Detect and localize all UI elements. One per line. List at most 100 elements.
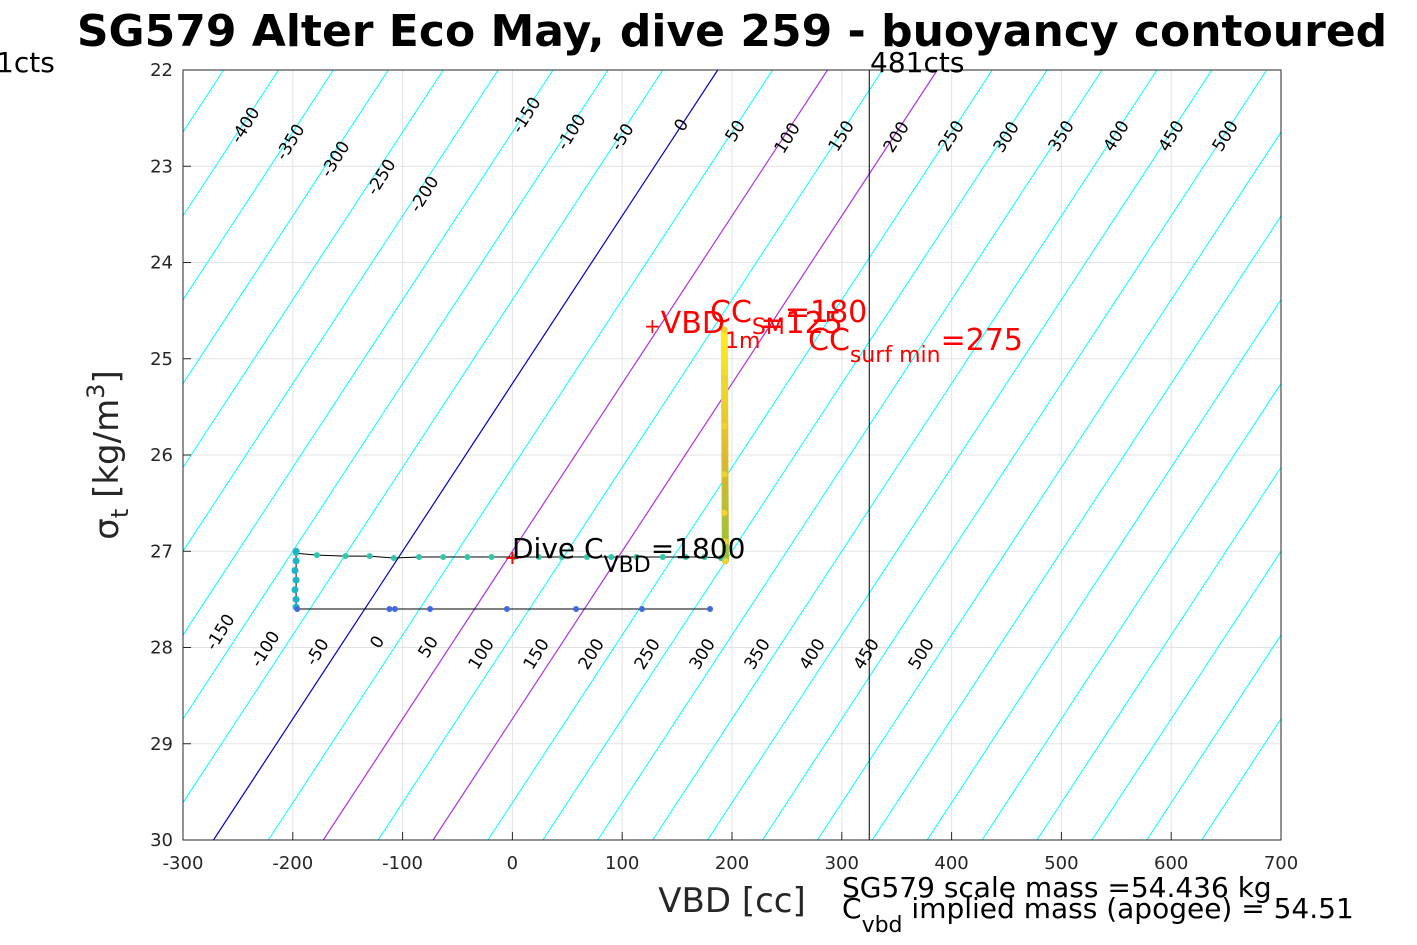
surface-point <box>722 538 729 545</box>
contour-line <box>1146 634 1281 840</box>
dive-series <box>291 326 729 612</box>
contour-label: -100 <box>553 111 590 154</box>
contour-line <box>762 70 1268 840</box>
surface-point <box>721 326 728 334</box>
contour-label: 150 <box>520 635 554 673</box>
contour-label: -200 <box>406 173 443 216</box>
contour-label: 350 <box>741 635 775 673</box>
bottom-point <box>292 595 300 603</box>
contour-line <box>212 70 719 840</box>
y-axis-units: [kg/m <box>87 399 127 509</box>
bottom-point <box>291 567 299 574</box>
descent-point <box>342 553 349 560</box>
surface-point <box>721 422 728 430</box>
contour-label: 100 <box>771 119 805 157</box>
contour-label: -400 <box>227 104 264 147</box>
descent-point <box>488 554 495 561</box>
contour-line <box>183 70 554 636</box>
x-tick-label: 100 <box>605 853 639 874</box>
contour-label: 300 <box>686 635 720 673</box>
contour-line <box>1036 466 1281 840</box>
cc-sm-prefix: CC <box>710 295 752 330</box>
ascent-point <box>503 606 510 612</box>
red-annotations: +VBD1m=125 CCSM=180 CCsurf min=275 <box>644 295 1023 368</box>
ascent-point <box>707 606 714 612</box>
bottom-point <box>292 557 300 565</box>
contour-label: 500 <box>1209 117 1243 155</box>
dive-cvbd-value: =1800 <box>651 532 746 565</box>
y-tick-label: 29 <box>150 734 173 755</box>
contour-line <box>183 70 499 553</box>
descent-point <box>416 554 423 561</box>
contour-line <box>816 131 1281 840</box>
cc-sm-sub: SM <box>752 315 785 340</box>
y-tick-label: 28 <box>150 638 173 659</box>
x-tick-label: 500 <box>1044 853 1078 874</box>
dive-cvbd-annotation: Dive CVBD=1800 <box>512 532 745 578</box>
vbd-1m-sub: 1m <box>725 329 760 354</box>
x-tick-label: 700 <box>1264 853 1298 874</box>
contour-label: 200 <box>575 635 609 673</box>
contour-line <box>183 70 389 385</box>
descent-point <box>366 553 373 560</box>
cc-surf-annotation: CCsurf min=275 <box>808 323 1023 368</box>
contour-line <box>322 70 829 840</box>
y-tick-label: 26 <box>150 445 173 466</box>
y-tick-label: 24 <box>150 253 173 274</box>
cc-surf-value: =275 <box>941 323 1023 358</box>
contour-label: -350 <box>272 121 309 164</box>
ascent-point <box>427 606 434 612</box>
dive-cvbd-sub: VBD <box>604 553 651 578</box>
descent-point <box>558 554 565 561</box>
implied-mass-sub: vbd <box>862 913 903 938</box>
descent-point <box>718 554 725 561</box>
contour-line <box>183 70 444 469</box>
contour-line <box>377 70 883 840</box>
x-tick-label: 0 <box>507 853 518 874</box>
x-tick-label: 600 <box>1154 853 1188 874</box>
y-tick-label: 22 <box>150 60 173 81</box>
surface-track <box>720 326 729 565</box>
contour-label: -250 <box>363 156 400 199</box>
contour-label: 100 <box>465 635 499 673</box>
contour-label: -100 <box>247 628 284 671</box>
dive-cvbd-prefix: Dive C <box>512 532 604 565</box>
x-tick-label: -100 <box>382 853 423 874</box>
vbd-1m-value: =125 <box>760 306 842 341</box>
implied-mass-text: Cvbd implied mass (apogee) = 54.51 <box>842 892 1354 938</box>
ascent-point <box>386 606 393 612</box>
descent-point <box>584 554 591 561</box>
y-tick-label: 27 <box>150 541 173 562</box>
ascent-point <box>294 606 301 612</box>
vbd-1m-prefix: VBD <box>661 306 725 341</box>
contour-label: 500 <box>905 635 939 673</box>
contour-line <box>1091 550 1281 840</box>
contour-line <box>707 70 1213 840</box>
x-tick-label: -300 <box>163 853 204 874</box>
contour-line <box>183 70 334 301</box>
descent-point <box>633 554 640 561</box>
count-left-label: 1cts <box>0 46 55 79</box>
cc-surf-sub: surf min <box>850 343 941 368</box>
x-tick-label: 400 <box>934 853 968 874</box>
bottom-point <box>292 547 300 555</box>
ascent-point <box>573 606 580 612</box>
descent-point <box>608 554 615 561</box>
descent-point <box>440 554 447 561</box>
x-tick-label: 300 <box>825 853 859 874</box>
contour-line <box>981 382 1281 840</box>
buoyancy-contours <box>0 70 1281 840</box>
contour-line <box>0 70 59 840</box>
cc-sm-annotation: CCSM=180 <box>710 295 867 340</box>
contour-line <box>0 70 4 840</box>
contour-label: -300 <box>317 138 354 181</box>
contour-line <box>487 70 993 840</box>
contour-label: -50 <box>607 120 639 154</box>
descent-point <box>313 552 320 559</box>
x-tick-label: -200 <box>272 853 313 874</box>
vbd-1m-marker: + <box>644 314 661 338</box>
contour-line <box>267 70 774 840</box>
contour-line <box>926 298 1281 840</box>
contour-label: 50 <box>415 633 443 662</box>
y-axis-sub: t <box>106 509 134 518</box>
